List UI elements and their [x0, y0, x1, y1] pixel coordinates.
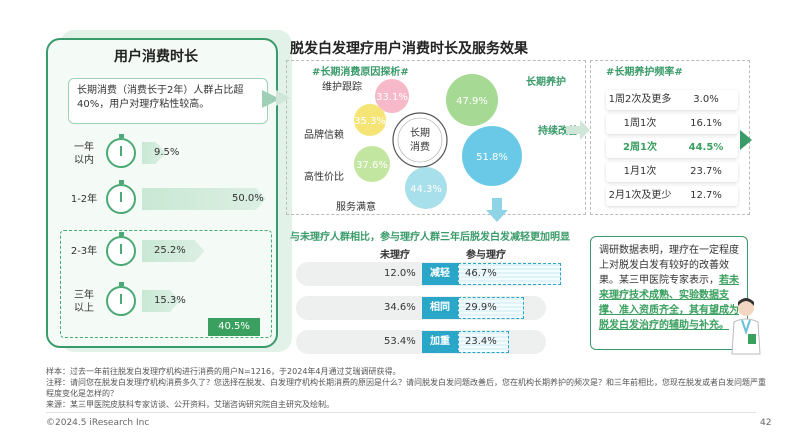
note-annotation: 注释：请问您在脱发白发理疗机构消费多久了？您选择在脱发、白发理疗机构长期消费的原…: [46, 378, 766, 398]
comparison-col-untreated: 未理疗: [380, 250, 410, 261]
frequency-label: 2月1次及更少: [608, 190, 672, 201]
stopwatch-icon: [106, 232, 136, 266]
long-term-share-badge: 40.5%: [208, 318, 260, 336]
expert-text: 调研数据表明，理疗在一定程度上对脱发白发有较好的改善效果。某三甲医院专家表示，: [599, 245, 739, 286]
frequency-label: 1周2次及更多: [608, 94, 672, 105]
duration-label: 2-3年: [70, 246, 98, 257]
expert-opinion-box: 调研数据表明，理疗在一定程度上对脱发白发有较好的改善效果。某三甲医院专家表示，若…: [590, 236, 748, 350]
footnotes: 样本：过去一年前往脱发白发理疗机构进行消费的用户N=1216，于2024年4月通…: [46, 366, 766, 410]
note-source: 来源：某三甲医院皮肤科专家访谈、公开资料，艾瑞咨询研究院自主研究及绘制。: [46, 400, 334, 409]
reason-value: 35.3%: [354, 116, 386, 127]
copyright: ©2024.5 iResearch Inc: [46, 418, 150, 428]
frequency-label: 2周1次: [623, 142, 657, 153]
reason-bubble: [375, 79, 409, 113]
page-number: 42: [760, 418, 772, 428]
duration-bar: [142, 290, 180, 312]
reason-bubble: [446, 74, 498, 126]
reason-bubble: [354, 146, 390, 182]
long-term-highlight-box: [60, 230, 272, 338]
frequency-value: 12.7%: [690, 190, 722, 201]
comparison-title: 与未理疗人群相比，参与理疗人群三年后脱发白发减轻更加明显: [290, 232, 570, 243]
duration-label: 三年 以上: [74, 290, 94, 314]
frequency-row: 2周1次 44.5%: [606, 138, 738, 158]
reason-value: 33.1%: [376, 92, 408, 103]
section-arrow-icon: [276, 90, 290, 106]
duration-value: 50.0%: [232, 193, 264, 204]
note-sample: 样本：过去一年前往脱发白发理疗机构进行消费的用户N=1216，于2024年4月通…: [46, 367, 401, 376]
center-text-1: 长期: [410, 127, 430, 139]
reason-value: 37.6%: [356, 160, 388, 171]
stopwatch-icon: [106, 180, 136, 214]
duration-bar: [142, 240, 204, 262]
reason-value: 51.8%: [476, 152, 508, 163]
reason-label: 高性价比: [304, 170, 344, 183]
pointer-arrow-icon: [262, 90, 280, 108]
comparison-category: 加重: [422, 331, 458, 353]
comparison-col-treated: 参与理疗: [466, 250, 506, 261]
frequency-value: 16.1%: [690, 118, 722, 129]
center-text-2: 消费: [410, 140, 430, 153]
reason-label: 服务满意: [336, 200, 376, 213]
frequency-row: 1周2次及更多 3.0%: [606, 90, 738, 110]
reason-label: 品牌信赖: [304, 128, 344, 141]
reason-value: 44.3%: [410, 184, 442, 195]
frequency-value: 44.5%: [688, 142, 724, 153]
duration-value: 25.2%: [154, 245, 186, 256]
duration-label: 一年 以内: [74, 142, 94, 166]
untreated-value: 53.4%: [384, 336, 416, 347]
reason-value: 47.9%: [456, 96, 488, 107]
frequency-value: 23.7%: [690, 166, 722, 177]
to-frequency-arrow-icon: [566, 120, 590, 140]
reason-bubble: [462, 126, 522, 186]
reason-label: 维护跟踪: [322, 80, 362, 93]
reasons-bubble-chart: 长期消费 33.1% 维护跟踪 35.3% 品牌信赖 37.6% 高性价比 44.3% 服务满意…: [304, 74, 522, 213]
reason-bubble: [405, 167, 447, 209]
expert-highlight: 若未来理疗技术成熟、实验数据支撑、准入资质齐全，其有望成为脱发白发治疗的辅助与补…: [599, 275, 739, 331]
duration-value: 9.5%: [154, 147, 180, 158]
down-arrow-icon: [486, 198, 508, 222]
duration-label: 1-2年: [70, 194, 98, 205]
untreated-value: 34.6%: [384, 302, 416, 313]
treated-bar: 29.9%: [458, 297, 524, 319]
untreated-value: 12.0%: [384, 268, 416, 279]
doctor-avatar-icon: [731, 298, 761, 355]
treated-bar: 46.7%: [458, 263, 561, 285]
side-arrow-icon: [740, 130, 752, 150]
frequency-value: 3.0%: [693, 94, 719, 105]
frequency-label: 1月1次: [623, 166, 657, 177]
reasons-section: [286, 60, 586, 215]
center-ring: [397, 117, 443, 163]
page-title: 脱发白发理疗用户消费时长及服务效果: [290, 41, 528, 57]
frequency-row: 1月1次 23.7%: [606, 162, 738, 182]
footer-divider: [46, 412, 756, 413]
duration-value: 15.3%: [154, 295, 186, 306]
center-circle: [392, 112, 448, 168]
comparison-category: 相同: [422, 297, 458, 319]
duration-title: 用户消费时长: [114, 49, 198, 65]
duration-description: 长期消费（消费长于2年）人群占比超40%，用户对理疗粘性较高。: [68, 78, 268, 124]
frequency-label: 1周1次: [623, 118, 657, 129]
treated-bar: 23.4%: [458, 331, 510, 353]
duration-bar: [142, 142, 166, 164]
long-care-label: 长期养护: [526, 77, 566, 88]
frequency-row: 2月1次及更少 12.7%: [606, 186, 738, 206]
reasons-tag: #长期消费原因探析#: [312, 67, 409, 78]
comparison-category: 减轻: [422, 263, 458, 285]
improve-label: 持续改善: [538, 126, 578, 137]
stopwatch-icon: [106, 282, 136, 316]
reason-bubble: [354, 104, 386, 136]
duration-bar: [142, 188, 266, 210]
stopwatch-icon: [106, 134, 136, 168]
frequency-row: 1周1次 16.1%: [606, 114, 738, 134]
frequency-tag: #长期养护频率#: [606, 67, 683, 78]
frequency-section: [590, 60, 750, 215]
